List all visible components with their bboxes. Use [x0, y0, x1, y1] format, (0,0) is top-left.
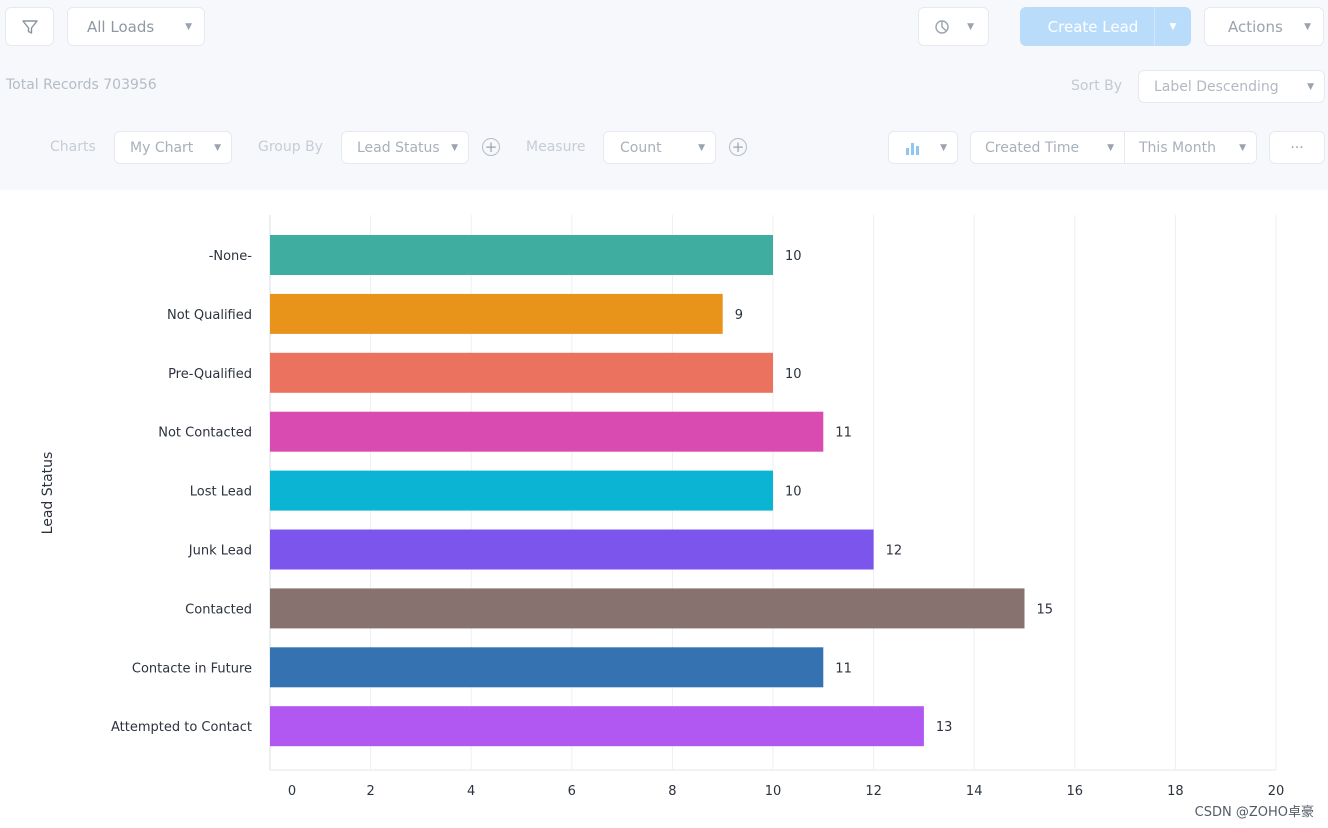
category-label: Attempted to Contact [111, 720, 252, 735]
bar[interactable] [270, 588, 1025, 629]
measure-select[interactable]: Count ▼ [603, 131, 716, 164]
chart-category-labels: -None- Not Qualified Pre-Qualified Not Cont… [111, 249, 252, 735]
x-tick-label: 20 [1268, 784, 1285, 799]
category-label: Not Contacted [158, 426, 252, 441]
category-label: Contacte in Future [132, 661, 252, 676]
data-label: 9 [735, 308, 743, 323]
total-records: Total Records 703956 [6, 77, 157, 93]
x-tick-label: 14 [966, 784, 983, 799]
chevron-down-icon: ▼ [1307, 81, 1314, 92]
period-select-value: This Month [1139, 139, 1216, 156]
sort-select[interactable]: Label Descending ▼ [1138, 70, 1325, 103]
sort-select-value: Label Descending [1154, 78, 1279, 95]
category-label: -None- [209, 249, 253, 264]
bar-chart-icon [906, 142, 919, 155]
add-measure-icon[interactable]: + [729, 138, 747, 156]
category-label: Lost Lead [190, 485, 252, 500]
chart-bars [270, 235, 1025, 747]
add-group-icon[interactable]: + [482, 138, 500, 156]
group-by-select-value: Lead Status [357, 139, 440, 156]
data-label: 10 [785, 367, 802, 382]
time-field-select-value: Created Time [985, 139, 1080, 156]
x-tick-label: 2 [366, 784, 374, 799]
chart-select-value: My Chart [130, 139, 194, 156]
create-lead-label: Create Lead [1047, 17, 1139, 36]
charts-label: Charts [50, 139, 96, 155]
group-by-select[interactable]: Lead Status ▼ [341, 131, 469, 164]
period-select[interactable]: This Month ▼ [1124, 131, 1257, 164]
x-tick-label: 6 [568, 784, 576, 799]
bar[interactable] [270, 293, 723, 334]
x-tick-label: 18 [1167, 784, 1184, 799]
chevron-down-icon: ▼ [940, 142, 947, 153]
x-tick-label: 10 [765, 784, 782, 799]
chart-x-ticks: 0 2 4 6 8 10 12 14 16 18 20 [288, 784, 1284, 799]
data-label: 11 [835, 661, 852, 676]
y-axis-label: Lead Status [40, 451, 56, 535]
category-label: Pre-Qualified [168, 367, 252, 382]
view-select[interactable]: All Loads ▼ [67, 7, 205, 46]
actions-button[interactable]: Actions ▼ [1204, 7, 1324, 46]
data-label: 15 [1037, 602, 1054, 617]
x-tick-label: 0 [288, 784, 296, 799]
actions-label: Actions [1228, 17, 1283, 36]
create-lead-button[interactable]: Create Lead ▼ [1020, 7, 1191, 46]
chevron-down-icon: ▼ [698, 142, 705, 153]
more-icon: ··· [1290, 139, 1304, 156]
sort-by-label: Sort By [1071, 78, 1123, 94]
chevron-down-icon: ▼ [214, 142, 221, 153]
top-toolbar: All Loads ▼ ▼ Create Lead ▼ Actions ▼ [0, 0, 1328, 56]
bar[interactable] [270, 235, 773, 275]
chevron-down-icon: ▼ [451, 142, 458, 153]
chart-data-labels: 10 9 10 11 10 12 15 11 13 [735, 249, 1053, 735]
chevron-down-icon: ▼ [967, 21, 974, 32]
chevron-down-icon: ▼ [1107, 142, 1114, 153]
category-label: Junk Lead [188, 544, 252, 559]
watermark: CSDN @ZOHO卓豪 [1194, 805, 1314, 820]
bar[interactable] [270, 706, 924, 747]
filter-button[interactable] [5, 7, 54, 46]
data-label: 11 [835, 426, 852, 441]
chart-mode-select[interactable]: ▼ [918, 7, 989, 46]
chart-select[interactable]: My Chart ▼ [114, 131, 232, 164]
category-label: Not Qualified [167, 308, 252, 323]
chevron-down-icon: ▼ [1304, 21, 1311, 32]
pie-chart-icon [935, 19, 949, 34]
x-tick-label: 4 [467, 784, 475, 799]
bar[interactable] [270, 529, 874, 570]
bar[interactable] [270, 647, 824, 688]
chevron-down-icon: ▼ [185, 21, 192, 32]
category-label: Contacted [185, 602, 252, 617]
time-field-select[interactable]: Created Time ▼ [970, 131, 1125, 164]
measure-label: Measure [526, 139, 586, 155]
chevron-down-icon: ▼ [1169, 21, 1177, 32]
data-label: 10 [785, 485, 802, 500]
chevron-down-icon: ▼ [1239, 142, 1246, 153]
data-label: 12 [886, 544, 903, 559]
x-tick-label: 12 [865, 784, 882, 799]
measure-select-value: Count [620, 139, 662, 156]
x-tick-label: 8 [668, 784, 676, 799]
filter-icon [21, 19, 38, 34]
bar[interactable] [270, 352, 773, 393]
bar[interactable] [270, 411, 824, 452]
x-tick-label: 16 [1067, 784, 1084, 799]
data-label: 10 [785, 249, 802, 264]
view-select-value: All Loads [87, 17, 155, 36]
data-label: 13 [936, 720, 953, 735]
create-lead-dropdown-button[interactable]: ▼ [1154, 7, 1191, 46]
more-options-button[interactable]: ··· [1269, 131, 1325, 164]
chart-type-select[interactable]: ▼ [888, 131, 958, 164]
group-by-label: Group By [258, 139, 323, 155]
bar[interactable] [270, 470, 773, 511]
